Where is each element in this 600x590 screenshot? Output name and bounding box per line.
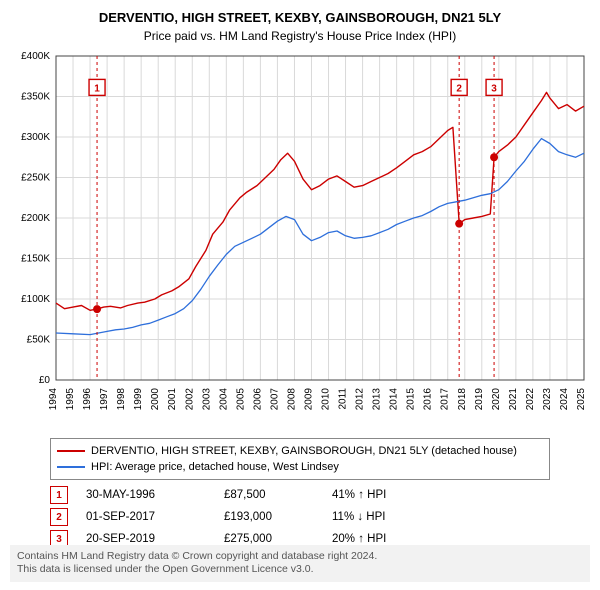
svg-text:1996: 1996 <box>82 388 93 411</box>
transaction-price: £193,000 <box>224 511 314 523</box>
svg-text:2023: 2023 <box>542 388 553 411</box>
chart-container: DERVENTIO, HIGH STREET, KEXBY, GAINSBORO… <box>0 0 600 590</box>
transaction-marker-badge: 2 <box>50 508 68 526</box>
legend-swatch <box>57 466 85 468</box>
svg-text:2009: 2009 <box>303 388 314 411</box>
legend-row: DERVENTIO, HIGH STREET, KEXBY, GAINSBORO… <box>57 443 543 459</box>
transaction-diff: 11% ↓ HPI <box>332 511 442 523</box>
svg-text:2007: 2007 <box>269 388 280 411</box>
legend-row: HPI: Average price, detached house, West… <box>57 459 543 475</box>
chart-title-line1: DERVENTIO, HIGH STREET, KEXBY, GAINSBORO… <box>10 10 590 25</box>
chart-svg: £0 £50K £100K £150K £200K £250K £300K £350K £400… <box>10 50 590 430</box>
svg-text:2010: 2010 <box>321 388 332 411</box>
svg-text:1997: 1997 <box>99 388 110 411</box>
footer-line1: Contains HM Land Registry data © Crown c… <box>17 550 583 564</box>
svg-text:2002: 2002 <box>184 388 195 411</box>
transaction-row: 2 01-SEP-2017 £193,000 11% ↓ HPI <box>50 508 550 526</box>
svg-text:2019: 2019 <box>474 388 485 411</box>
legend-swatch <box>57 450 85 452</box>
svg-text:2017: 2017 <box>440 388 451 411</box>
svg-text:1: 1 <box>94 83 100 94</box>
transactions-table: 1 30-MAY-1996 £87,500 41% ↑ HPI 2 01-SEP-2017… <box>50 482 550 552</box>
svg-text:2025: 2025 <box>576 388 587 411</box>
transaction-diff: 41% ↑ HPI <box>332 489 442 501</box>
svg-text:2: 2 <box>456 83 462 94</box>
svg-text:£350K: £350K <box>21 92 50 103</box>
svg-text:2022: 2022 <box>525 388 536 411</box>
svg-text:2013: 2013 <box>372 388 383 411</box>
svg-text:2016: 2016 <box>423 388 434 411</box>
svg-text:1999: 1999 <box>133 388 144 411</box>
svg-text:2006: 2006 <box>252 388 263 411</box>
svg-text:2021: 2021 <box>508 388 519 411</box>
chart-title-line2: Price paid vs. HM Land Registry's House … <box>10 29 590 43</box>
legend-box: DERVENTIO, HIGH STREET, KEXBY, GAINSBORO… <box>50 438 550 480</box>
svg-text:2004: 2004 <box>218 388 229 411</box>
svg-text:£300K: £300K <box>21 132 50 143</box>
transaction-marker-badge: 1 <box>50 486 68 504</box>
svg-text:2011: 2011 <box>338 388 349 410</box>
svg-text:£0: £0 <box>39 375 51 386</box>
svg-text:2018: 2018 <box>457 388 468 411</box>
svg-text:2001: 2001 <box>167 388 178 411</box>
svg-text:£100K: £100K <box>21 294 50 305</box>
footer-line2: This data is licensed under the Open Gov… <box>17 563 583 577</box>
footer-attribution: Contains HM Land Registry data © Crown c… <box>10 545 590 582</box>
transaction-price: £275,000 <box>224 533 314 545</box>
svg-text:1995: 1995 <box>65 388 76 411</box>
svg-text:2005: 2005 <box>235 388 246 411</box>
svg-text:£250K: £250K <box>21 173 50 184</box>
svg-text:2020: 2020 <box>491 388 502 411</box>
svg-text:£200K: £200K <box>21 213 50 224</box>
svg-text:1998: 1998 <box>116 388 127 411</box>
svg-text:2000: 2000 <box>150 388 161 411</box>
svg-text:£400K: £400K <box>21 51 50 62</box>
svg-text:2008: 2008 <box>286 388 297 411</box>
transaction-date: 20-SEP-2019 <box>86 533 206 545</box>
transaction-date: 01-SEP-2017 <box>86 511 206 523</box>
chart-plot-area: £0 £50K £100K £150K £200K £250K £300K £350K £400… <box>10 50 590 430</box>
svg-text:2024: 2024 <box>559 388 570 411</box>
svg-text:2012: 2012 <box>355 388 366 411</box>
legend-label: DERVENTIO, HIGH STREET, KEXBY, GAINSBORO… <box>91 443 517 459</box>
transaction-price: £87,500 <box>224 489 314 501</box>
transaction-row: 1 30-MAY-1996 £87,500 41% ↑ HPI <box>50 486 550 504</box>
transaction-date: 30-MAY-1996 <box>86 489 206 501</box>
svg-text:£50K: £50K <box>27 335 51 346</box>
svg-text:2014: 2014 <box>389 388 400 411</box>
svg-text:3: 3 <box>491 83 497 94</box>
legend-label: HPI: Average price, detached house, West… <box>91 459 339 475</box>
svg-text:£150K: £150K <box>21 254 50 265</box>
transaction-diff: 20% ↑ HPI <box>332 533 442 545</box>
svg-text:1994: 1994 <box>48 388 59 411</box>
svg-text:2003: 2003 <box>201 388 212 411</box>
svg-text:2015: 2015 <box>406 388 417 411</box>
